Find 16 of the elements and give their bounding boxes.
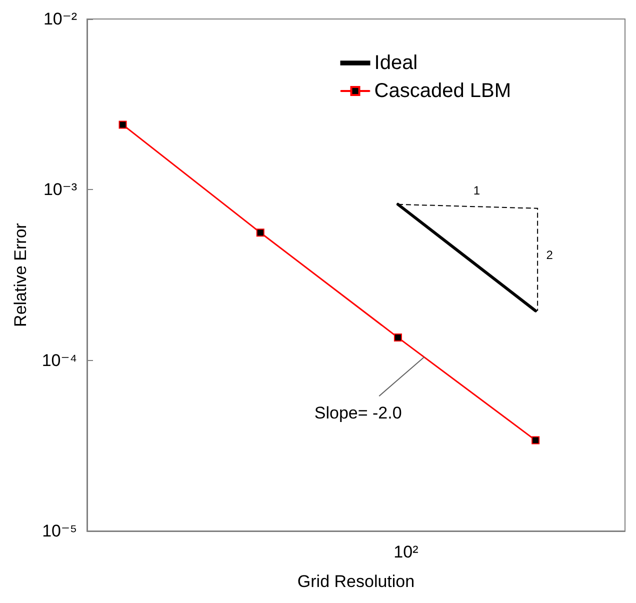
legend-label: Cascaded LBM [374,80,512,102]
annotation: 1 [473,184,480,198]
text: 10² [394,542,419,562]
annotation: Slope= -2.0 [314,404,402,423]
point [256,228,264,237]
y-tick-label: 10⁻⁴ [42,350,77,370]
y-tick-label: 10⁻³ [43,180,78,200]
y-tick-label: 10⁻² [43,10,78,28]
y-tick-label: 10⁻⁵ [42,522,77,540]
annotation: 2 [546,248,554,262]
point [118,120,127,129]
legend-label: Ideal [374,52,418,74]
y-axis-title: Relative Error [11,222,30,327]
x-axis-title: Grid Resolution [297,572,415,591]
point [532,436,540,444]
point [394,334,402,342]
